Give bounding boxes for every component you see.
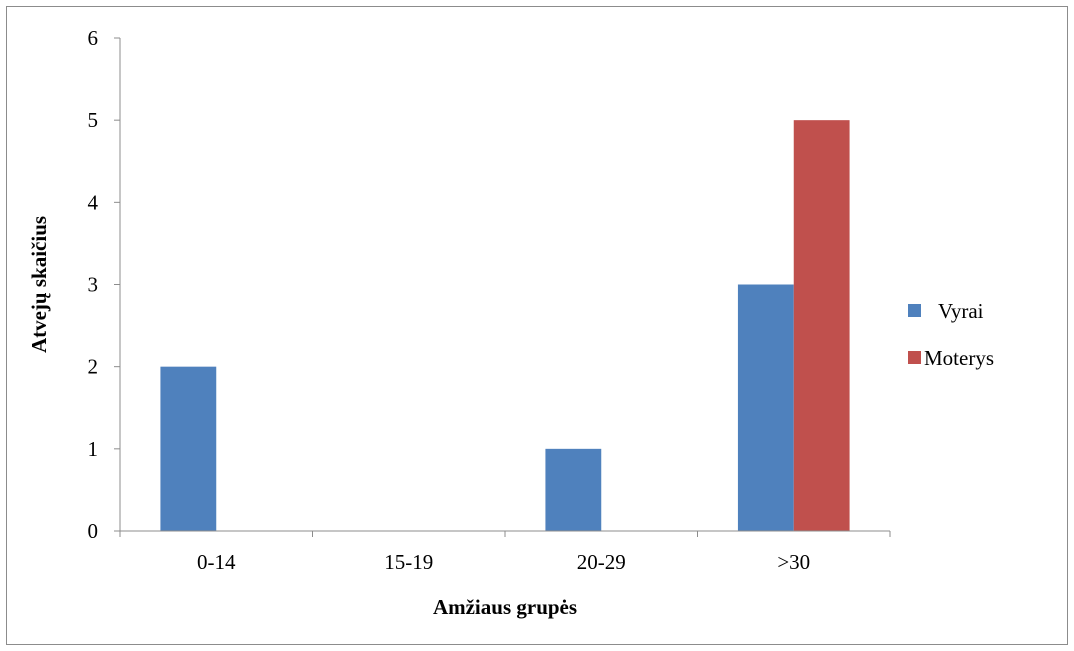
chart-frame (6, 6, 1068, 645)
y-tick-label: 3 (88, 273, 99, 297)
bar-vyrai-2 (545, 448, 602, 531)
legend-label-vyrai: Vyrai (938, 299, 984, 323)
x-axis-title: Amžiaus grupės (433, 595, 577, 619)
bar-moterys-3 (793, 120, 850, 532)
y-ticks: 0 1 2 3 4 5 6 (88, 26, 120, 543)
legend-label-moterys: Moterys (924, 346, 994, 370)
legend: Vyrai Moterys (908, 299, 994, 370)
bar-vyrai-3 (737, 284, 794, 531)
y-tick-label: 6 (88, 26, 99, 50)
x-tick-label: >30 (777, 550, 810, 574)
y-tick-label: 0 (88, 519, 99, 543)
bar-vyrai-0 (160, 366, 217, 531)
y-tick-label: 4 (88, 190, 99, 214)
x-tick-label: 0-14 (197, 550, 236, 574)
y-tick-label: 2 (88, 355, 99, 379)
x-ticks: 0-14 15-19 20-29 >30 (119, 531, 891, 574)
legend-swatch-moterys (908, 351, 921, 364)
legend-swatch-vyrai (908, 304, 921, 317)
bars-layer (160, 120, 850, 532)
y-tick-label: 5 (88, 108, 99, 132)
y-axis-title: Atvejų skaičius (27, 216, 51, 353)
x-tick-label: 20-29 (577, 550, 626, 574)
x-tick-label: 15-19 (384, 550, 433, 574)
y-tick-label: 1 (88, 437, 99, 461)
